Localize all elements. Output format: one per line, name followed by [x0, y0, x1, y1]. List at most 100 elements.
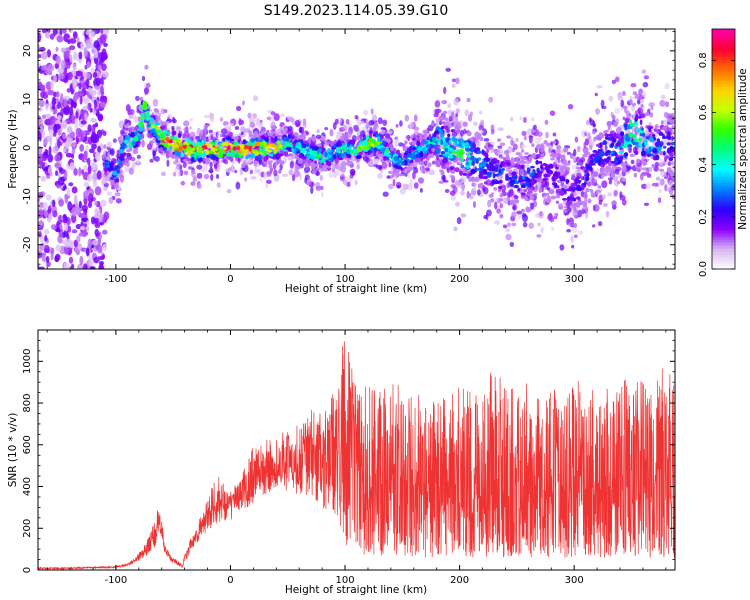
- heatmap-cell: [57, 234, 63, 244]
- heatmap-cell: [171, 125, 175, 130]
- heatmap-cell: [494, 201, 498, 210]
- snr-x-axis-label: Height of straight line (km): [285, 584, 427, 596]
- heatmap-cell: [666, 142, 672, 146]
- heatmap-cell: [510, 157, 514, 162]
- y-tick-label: 20: [22, 44, 33, 57]
- y-tick-label: -20: [22, 237, 33, 253]
- heatmap-cell: [38, 54, 42, 59]
- heatmap-cell: [49, 116, 54, 126]
- heatmap-cell: [654, 124, 659, 129]
- heatmap-cell: [94, 222, 101, 229]
- heatmap-cell: [600, 148, 603, 152]
- heatmap-cell: [670, 160, 675, 166]
- heatmap-cell: [314, 150, 318, 154]
- heatmap-cell: [52, 210, 58, 218]
- heatmap-cell: [70, 101, 77, 108]
- heatmap-cell: [562, 176, 566, 182]
- heatmap-cell: [636, 158, 640, 164]
- heatmap-cell: [451, 83, 456, 89]
- heatmap-cell: [211, 147, 216, 153]
- heatmap-cell: [87, 87, 93, 93]
- heatmap-cell: [590, 193, 597, 198]
- heatmap-cell: [316, 154, 321, 159]
- heatmap-cell: [51, 105, 56, 110]
- heatmap-cell: [104, 159, 109, 163]
- heatmap-cell: [322, 168, 328, 172]
- heatmap-cell: [395, 149, 401, 155]
- heatmap-cell: [524, 196, 529, 202]
- heatmap-cell: [548, 166, 554, 169]
- heatmap-cell: [479, 171, 483, 176]
- heatmap-cell: [607, 192, 613, 197]
- heatmap-cell: [367, 154, 373, 158]
- heatmap-cell: [608, 95, 614, 102]
- heatmap-cell: [50, 247, 55, 255]
- heatmap-cell: [171, 136, 175, 140]
- heatmap-cell: [56, 35, 64, 43]
- heatmap-cell: [229, 138, 235, 142]
- heatmap-cell: [469, 137, 475, 142]
- heatmap-cell: [671, 147, 675, 153]
- heatmap-cell: [361, 147, 368, 151]
- heatmap-cell: [408, 148, 412, 153]
- heatmap-cell: [152, 98, 159, 107]
- heatmap-cell: [132, 129, 137, 133]
- heatmap-cell: [83, 71, 88, 79]
- heatmap-cell: [541, 180, 546, 186]
- heatmap-cell: [638, 130, 644, 134]
- heatmap-cell: [60, 92, 64, 102]
- heatmap-cell: [270, 153, 274, 157]
- heatmap-cell: [485, 163, 490, 168]
- heatmap-cell: [511, 211, 517, 218]
- heatmap-cell: [95, 77, 101, 87]
- x-tick-label: 0: [227, 575, 233, 586]
- heatmap-cell: [304, 177, 308, 184]
- heatmap-cell: [622, 90, 626, 97]
- heatmap-cell: [527, 187, 533, 194]
- heatmap-cell: [587, 132, 591, 140]
- heatmap-cell: [536, 144, 542, 150]
- heatmap-cell: [259, 141, 264, 146]
- heatmap-cell: [83, 190, 89, 200]
- heatmap-cell: [51, 96, 57, 107]
- heatmap-cell: [69, 38, 77, 44]
- heatmap-cell: [321, 157, 325, 163]
- heatmap-cell: [205, 150, 209, 155]
- heatmap-cell: [550, 226, 555, 231]
- heatmap-cell: [652, 147, 658, 154]
- heatmap-cell: [645, 167, 650, 175]
- heatmap-cell: [267, 149, 272, 153]
- heatmap-cell: [156, 116, 161, 121]
- heatmap-cell: [527, 128, 532, 136]
- heatmap-cell: [648, 102, 655, 107]
- heatmap-cell: [98, 264, 105, 269]
- heatmap-cell: [561, 189, 568, 192]
- heatmap-cell: [87, 174, 92, 182]
- heatmap-cell: [526, 167, 531, 172]
- heatmap-cell: [91, 239, 99, 246]
- heatmap-cell: [41, 29, 48, 34]
- heatmap-cell: [95, 63, 99, 71]
- heatmap-cell: [65, 152, 73, 158]
- heatmap-cell: [68, 182, 74, 187]
- heatmap-cell: [586, 119, 590, 126]
- heatmap-cell: [455, 201, 460, 207]
- heatmap-cell: [126, 123, 130, 126]
- heatmap-cell: [85, 247, 90, 257]
- heatmap-cell: [323, 140, 328, 143]
- heatmap-cell: [55, 257, 59, 263]
- heatmap-cell: [646, 173, 652, 178]
- heatmap-cell: [92, 109, 97, 115]
- heatmap-cell: [112, 138, 117, 143]
- heatmap-cell: [609, 130, 616, 134]
- heatmap-cell: [521, 149, 525, 153]
- heatmap-cell: [38, 99, 45, 108]
- heatmap-cell: [664, 156, 667, 162]
- heatmap-cell: [44, 31, 50, 39]
- heatmap-cell: [398, 142, 404, 147]
- heatmap-cell: [409, 122, 415, 129]
- heatmap-cell: [482, 176, 488, 180]
- heatmap-cell: [566, 207, 572, 213]
- heatmap-cell: [279, 153, 283, 157]
- heatmap-cell: [629, 122, 636, 127]
